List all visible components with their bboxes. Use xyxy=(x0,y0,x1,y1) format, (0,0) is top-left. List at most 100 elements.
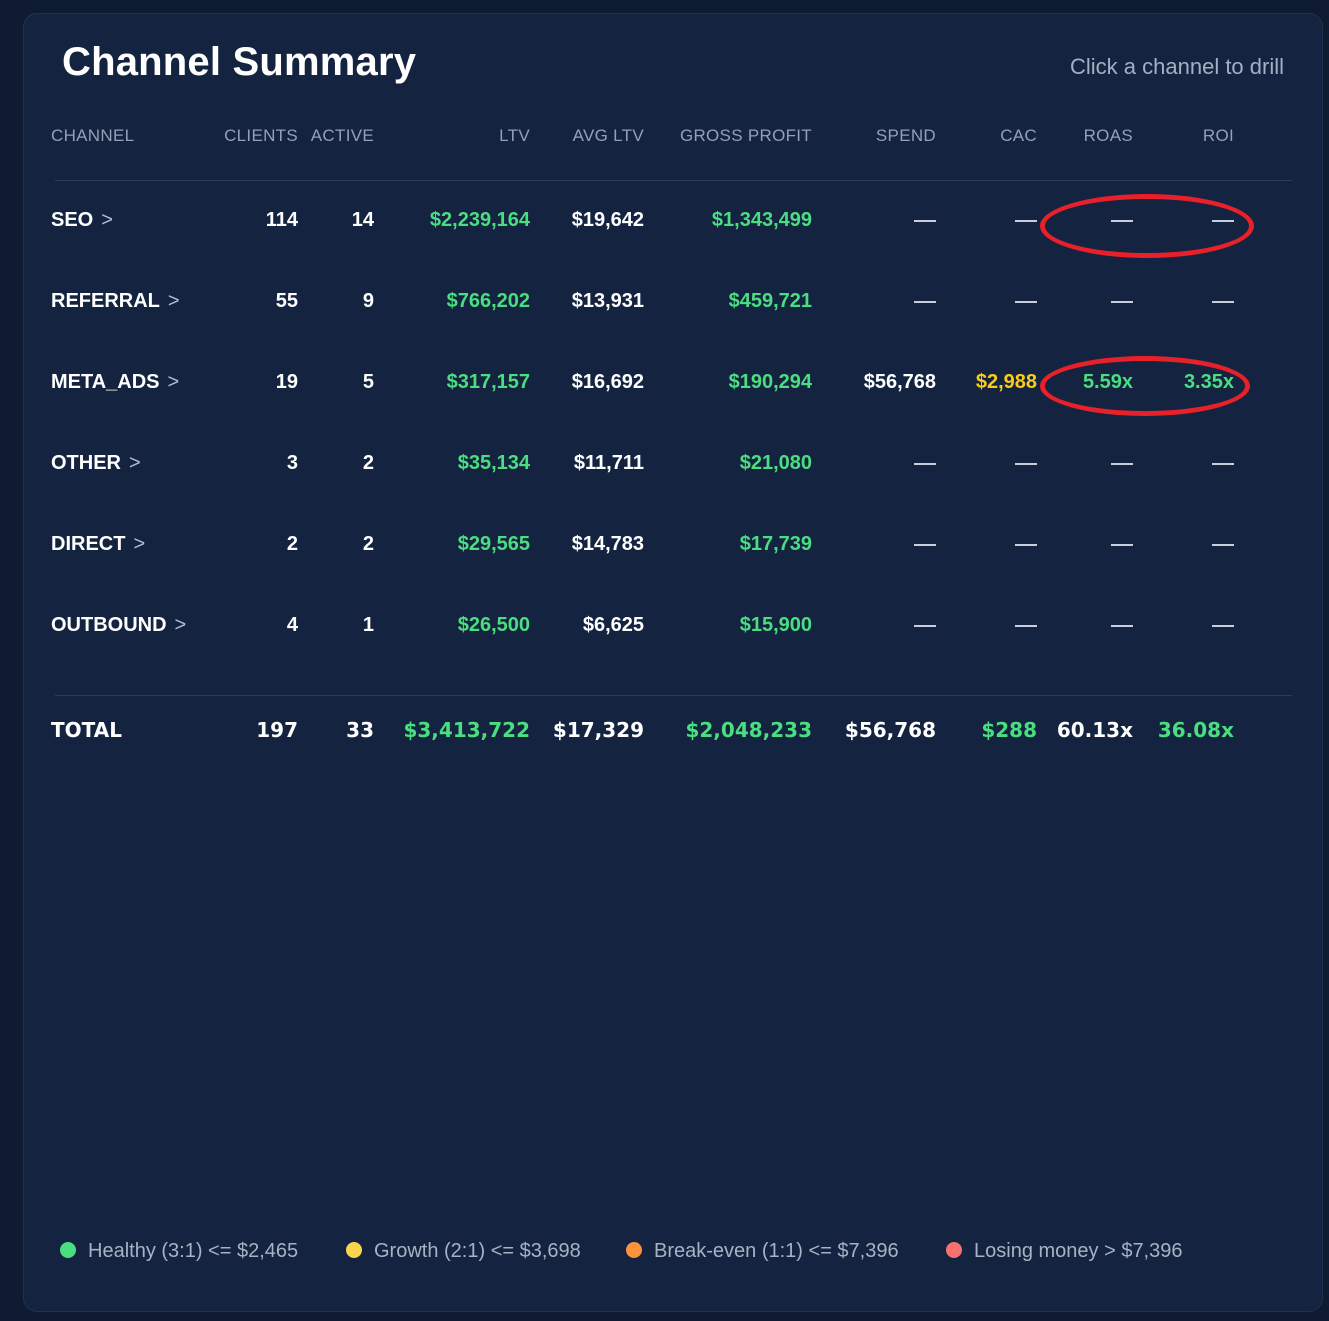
cell-spend: $56,768 xyxy=(863,371,936,393)
cell-cac: $2,988 xyxy=(975,371,1037,393)
empty-dash-icon xyxy=(1212,462,1234,465)
table-row[interactable]: META_ADS >19 5 $317,157 $16,692 $190,294 $56,7… xyxy=(0,362,1329,402)
col-header-roas[interactable]: ROAS xyxy=(1083,126,1133,145)
legend-item: Break-even (1:1) <= $7,396 xyxy=(626,1236,899,1266)
cell-ltv: $317,157 xyxy=(446,371,530,393)
chevron-right-icon: > xyxy=(101,209,113,231)
channel-label: OUTBOUND xyxy=(51,614,167,636)
cell-roi xyxy=(1150,605,1234,645)
cell-avg-ltv: $6,625 xyxy=(582,614,644,636)
cell-ltv: $35,134 xyxy=(457,452,530,474)
cell-gross-profit: $190,294 xyxy=(728,371,812,393)
channel-name[interactable]: SEO > xyxy=(51,200,113,240)
empty-dash-icon xyxy=(1015,300,1037,303)
empty-dash-icon xyxy=(1015,462,1037,465)
empty-dash-icon xyxy=(1111,462,1133,465)
table-row[interactable]: SEO >114 14 $2,239,164 $19,642 $1,343,499 xyxy=(0,200,1329,240)
col-header-avg-ltv[interactable]: AVG LTV xyxy=(572,126,644,145)
cell-avg-ltv: $11,711 xyxy=(573,452,644,474)
empty-dash-icon xyxy=(914,219,936,222)
total-ltv: $3,413,722 xyxy=(403,718,530,742)
legend-item: Healthy (3:1) <= $2,465 xyxy=(60,1236,298,1266)
cell-clients: 4 xyxy=(286,614,298,636)
cell-roas xyxy=(1050,443,1133,483)
cell-spend xyxy=(830,281,936,321)
col-header-active[interactable]: ACTIVE xyxy=(310,126,374,145)
empty-dash-icon xyxy=(914,543,936,546)
cell-active: 14 xyxy=(351,209,374,231)
cell-active: 2 xyxy=(362,533,374,555)
channel-name[interactable]: OTHER > xyxy=(51,443,141,483)
empty-dash-icon xyxy=(1015,624,1037,627)
legend-dot-icon xyxy=(626,1241,642,1258)
empty-dash-icon xyxy=(1111,624,1133,627)
channel-name[interactable]: REFERRAL > xyxy=(51,281,180,321)
cell-cac xyxy=(950,443,1037,483)
channel-summary-panel: Channel Summary Click a channel to drill xyxy=(23,13,1323,1312)
legend-label: Healthy (3:1) <= $2,465 xyxy=(88,1240,299,1262)
total-divider xyxy=(55,695,1292,696)
legend-dot-icon xyxy=(346,1241,362,1258)
cell-active: 2 xyxy=(362,452,374,474)
empty-dash-icon xyxy=(1212,624,1234,627)
total-spend: $56,768 xyxy=(844,718,936,742)
channel-label: META_ADS xyxy=(51,371,160,393)
empty-dash-icon xyxy=(1015,219,1037,222)
page-title: Channel Summary xyxy=(62,40,417,84)
cell-roi xyxy=(1150,200,1234,240)
cell-gross-profit: $21,080 xyxy=(739,452,812,474)
chevron-right-icon: > xyxy=(167,290,180,312)
cell-gross-profit: $15,900 xyxy=(739,614,812,636)
total-avg-ltv: $17,329 xyxy=(552,718,644,742)
cell-gross-profit: $17,739 xyxy=(739,533,812,555)
col-header-roi[interactable]: ROI xyxy=(1202,126,1234,145)
cell-roas xyxy=(1050,200,1133,240)
total-active: 33 xyxy=(346,718,374,742)
cell-roas xyxy=(1050,281,1133,321)
drill-hint: Click a channel to drill xyxy=(1070,54,1284,79)
empty-dash-icon xyxy=(914,624,936,627)
cell-spend xyxy=(830,443,936,483)
cell-active: 1 xyxy=(362,614,374,636)
col-header-clients[interactable]: CLIENTS xyxy=(224,126,298,145)
cell-clients: 114 xyxy=(265,209,298,231)
channel-name[interactable]: OUTBOUND > xyxy=(51,605,186,645)
col-header-gross-profit[interactable]: GROSS PROFIT xyxy=(679,126,812,145)
chevron-right-icon: > xyxy=(133,533,146,555)
empty-dash-icon xyxy=(1212,219,1234,222)
cell-clients: 2 xyxy=(286,533,298,555)
empty-dash-icon xyxy=(1212,300,1234,303)
cell-spend xyxy=(830,605,936,645)
table-row[interactable]: DIRECT >2 2 $29,565 $14,783 $17,739 xyxy=(0,524,1329,564)
cell-avg-ltv: $14,783 xyxy=(571,533,644,555)
col-header-spend[interactable]: SPEND xyxy=(875,126,936,145)
total-clients: 197 xyxy=(256,718,298,742)
cell-roi xyxy=(1150,524,1234,564)
empty-dash-icon xyxy=(914,462,936,465)
cell-avg-ltv: $19,642 xyxy=(571,209,644,231)
cell-cac xyxy=(950,281,1037,321)
legend-label: Growth (2:1) <= $3,698 xyxy=(374,1240,581,1262)
col-header-cac[interactable]: CAC xyxy=(1000,126,1037,145)
cell-avg-ltv: $16,692 xyxy=(571,371,644,393)
cell-roi xyxy=(1150,281,1234,321)
legend-dot-icon xyxy=(946,1241,962,1258)
header-divider xyxy=(55,180,1292,181)
empty-dash-icon xyxy=(1015,543,1037,546)
channel-name[interactable]: DIRECT > xyxy=(51,524,145,564)
channel-label: REFERRAL xyxy=(51,290,160,312)
channel-name[interactable]: META_ADS > xyxy=(51,362,179,402)
channel-label: OTHER xyxy=(51,452,121,474)
cell-clients: 19 xyxy=(275,371,298,393)
col-header-ltv[interactable]: LTV xyxy=(499,126,530,145)
cell-cac xyxy=(950,200,1037,240)
empty-dash-icon xyxy=(1111,300,1133,303)
col-header-channel[interactable]: CHANNEL xyxy=(51,126,135,145)
table-row[interactable]: REFERRAL >55 9 $766,202 $13,931 $459,721 xyxy=(0,281,1329,321)
legend-item: Growth (2:1) <= $3,698 xyxy=(346,1236,581,1266)
cell-avg-ltv: $13,931 xyxy=(571,290,644,312)
table-row[interactable]: OTHER >3 2 $35,134 $11,711 $21,080 xyxy=(0,443,1329,483)
legend: Healthy (3:1) <= $2,465 Growth (2:1) <= $… xyxy=(0,1236,1329,1266)
total-label: TOTAL xyxy=(51,718,122,742)
table-row[interactable]: OUTBOUND >4 1 $26,500 $6,625 $15,900 xyxy=(0,605,1329,645)
